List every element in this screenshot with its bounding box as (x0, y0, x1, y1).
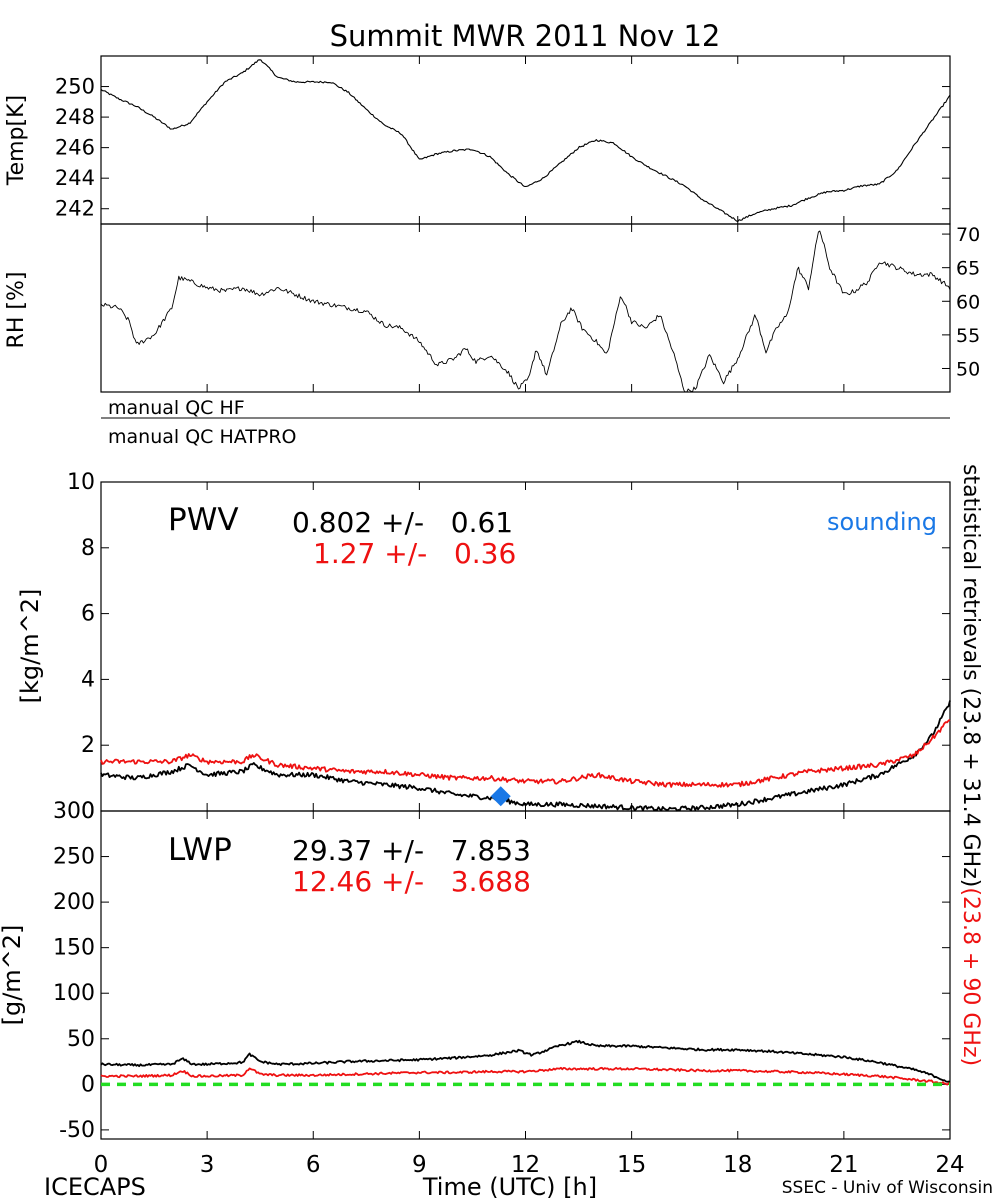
side-label-black: statistical retrievals (23.8 + 31.4 GHz)… (958, 464, 983, 1066)
pwv-axis-label: [kg/m^2] (16, 589, 44, 704)
rh-series-black (100, 230, 951, 393)
chart-title: Summit MWR 2011 Nov 12 (330, 19, 721, 53)
lwp-black-stat: 29.37 +/- 7.853 (292, 834, 531, 867)
lwp-axis-label: [g/m^2] (0, 925, 26, 1026)
sounding-marker (490, 786, 511, 807)
rh-axis-label: RH [%] (4, 272, 29, 349)
lwp-ytick-label: 100 (53, 981, 95, 1006)
temp-ytick-label: 242 (55, 197, 95, 221)
temp-ytick-label: 248 (55, 105, 95, 129)
footer-left: ICECAPS (44, 1173, 146, 1200)
lwp-ytick-label: -50 (59, 1118, 95, 1143)
temp-ytick-label: 246 (55, 136, 95, 160)
pwv-ytick-label: 4 (81, 667, 95, 692)
pwv-ytick-label: 0 (81, 799, 95, 824)
qc-hatpro-label: manual QC HATPRO (108, 426, 297, 448)
footer-right: SSEC - Univ of Wisconsin (782, 1178, 993, 1198)
temp-ytick-label: 250 (55, 75, 95, 99)
pwv-black-stat: 0.802 +/- 0.61 (292, 506, 513, 539)
pwv-red-stat: 1.27 +/- 0.36 (313, 537, 516, 570)
rh-ytick-label: 55 (956, 325, 980, 347)
lwp-xtick-label: 12 (511, 1152, 540, 1178)
pwv-series-red (100, 719, 951, 788)
rh-ytick-label: 65 (956, 258, 980, 280)
pwv-ytick-label: 8 (81, 536, 95, 561)
rh-ytick-label: 60 (956, 291, 980, 313)
lwp-xtick-label: 9 (412, 1152, 427, 1178)
lwp-xtick-label: 0 (94, 1152, 109, 1178)
rh-ytick-label: 70 (956, 224, 980, 246)
temp-panel-frame (100, 55, 951, 225)
lwp-ytick-label: 200 (53, 890, 95, 915)
pwv-label: PWV (168, 502, 239, 538)
generated-marks: 24224424624825050556065700246810-5005010… (53, 56, 980, 1178)
lwp-xtick-label: 21 (829, 1152, 858, 1178)
lwp-ytick-label: 150 (53, 936, 95, 961)
side-label-red-text: (23.8 + 90 GHz) (958, 887, 983, 1066)
temp-series-black (100, 59, 951, 223)
lwp-series-black (100, 1039, 951, 1083)
pwv-series-black (100, 700, 951, 812)
lwp-ytick-label: 0 (81, 1072, 95, 1097)
temp-ytick-label: 244 (55, 166, 95, 190)
qc-hf-label: manual QC HF (108, 397, 245, 419)
x-axis-label: Time (UTC) [h] (422, 1173, 597, 1200)
lwp-xtick-label: 18 (723, 1152, 752, 1178)
lwp-series-red (100, 1066, 951, 1086)
lwp-ytick-label: 50 (67, 1027, 95, 1052)
rh-ytick-label: 50 (956, 358, 980, 380)
lwp-xtick-label: 24 (935, 1152, 964, 1178)
lwp-xtick-label: 3 (200, 1152, 215, 1178)
lwp-red-stat: 12.46 +/- 3.688 (292, 865, 531, 898)
lwp-xtick-label: 6 (306, 1152, 321, 1178)
pwv-ytick-label: 2 (81, 733, 95, 758)
lwp-ytick-label: 250 (53, 845, 95, 870)
pwv-ytick-label: 6 (81, 602, 95, 627)
lwp-label: LWP (168, 832, 232, 868)
side-label-black-text: statistical retrievals (23.8 + 31.4 GHz) (958, 464, 983, 887)
sounding-legend: sounding (827, 508, 937, 536)
rh-panel-frame (100, 223, 951, 393)
lwp-xtick-label: 15 (617, 1152, 646, 1178)
lwp-ytick-label: 300 (53, 799, 95, 824)
pwv-ytick-label: 10 (67, 470, 95, 495)
temp-axis-label: Temp[K] (4, 95, 29, 186)
